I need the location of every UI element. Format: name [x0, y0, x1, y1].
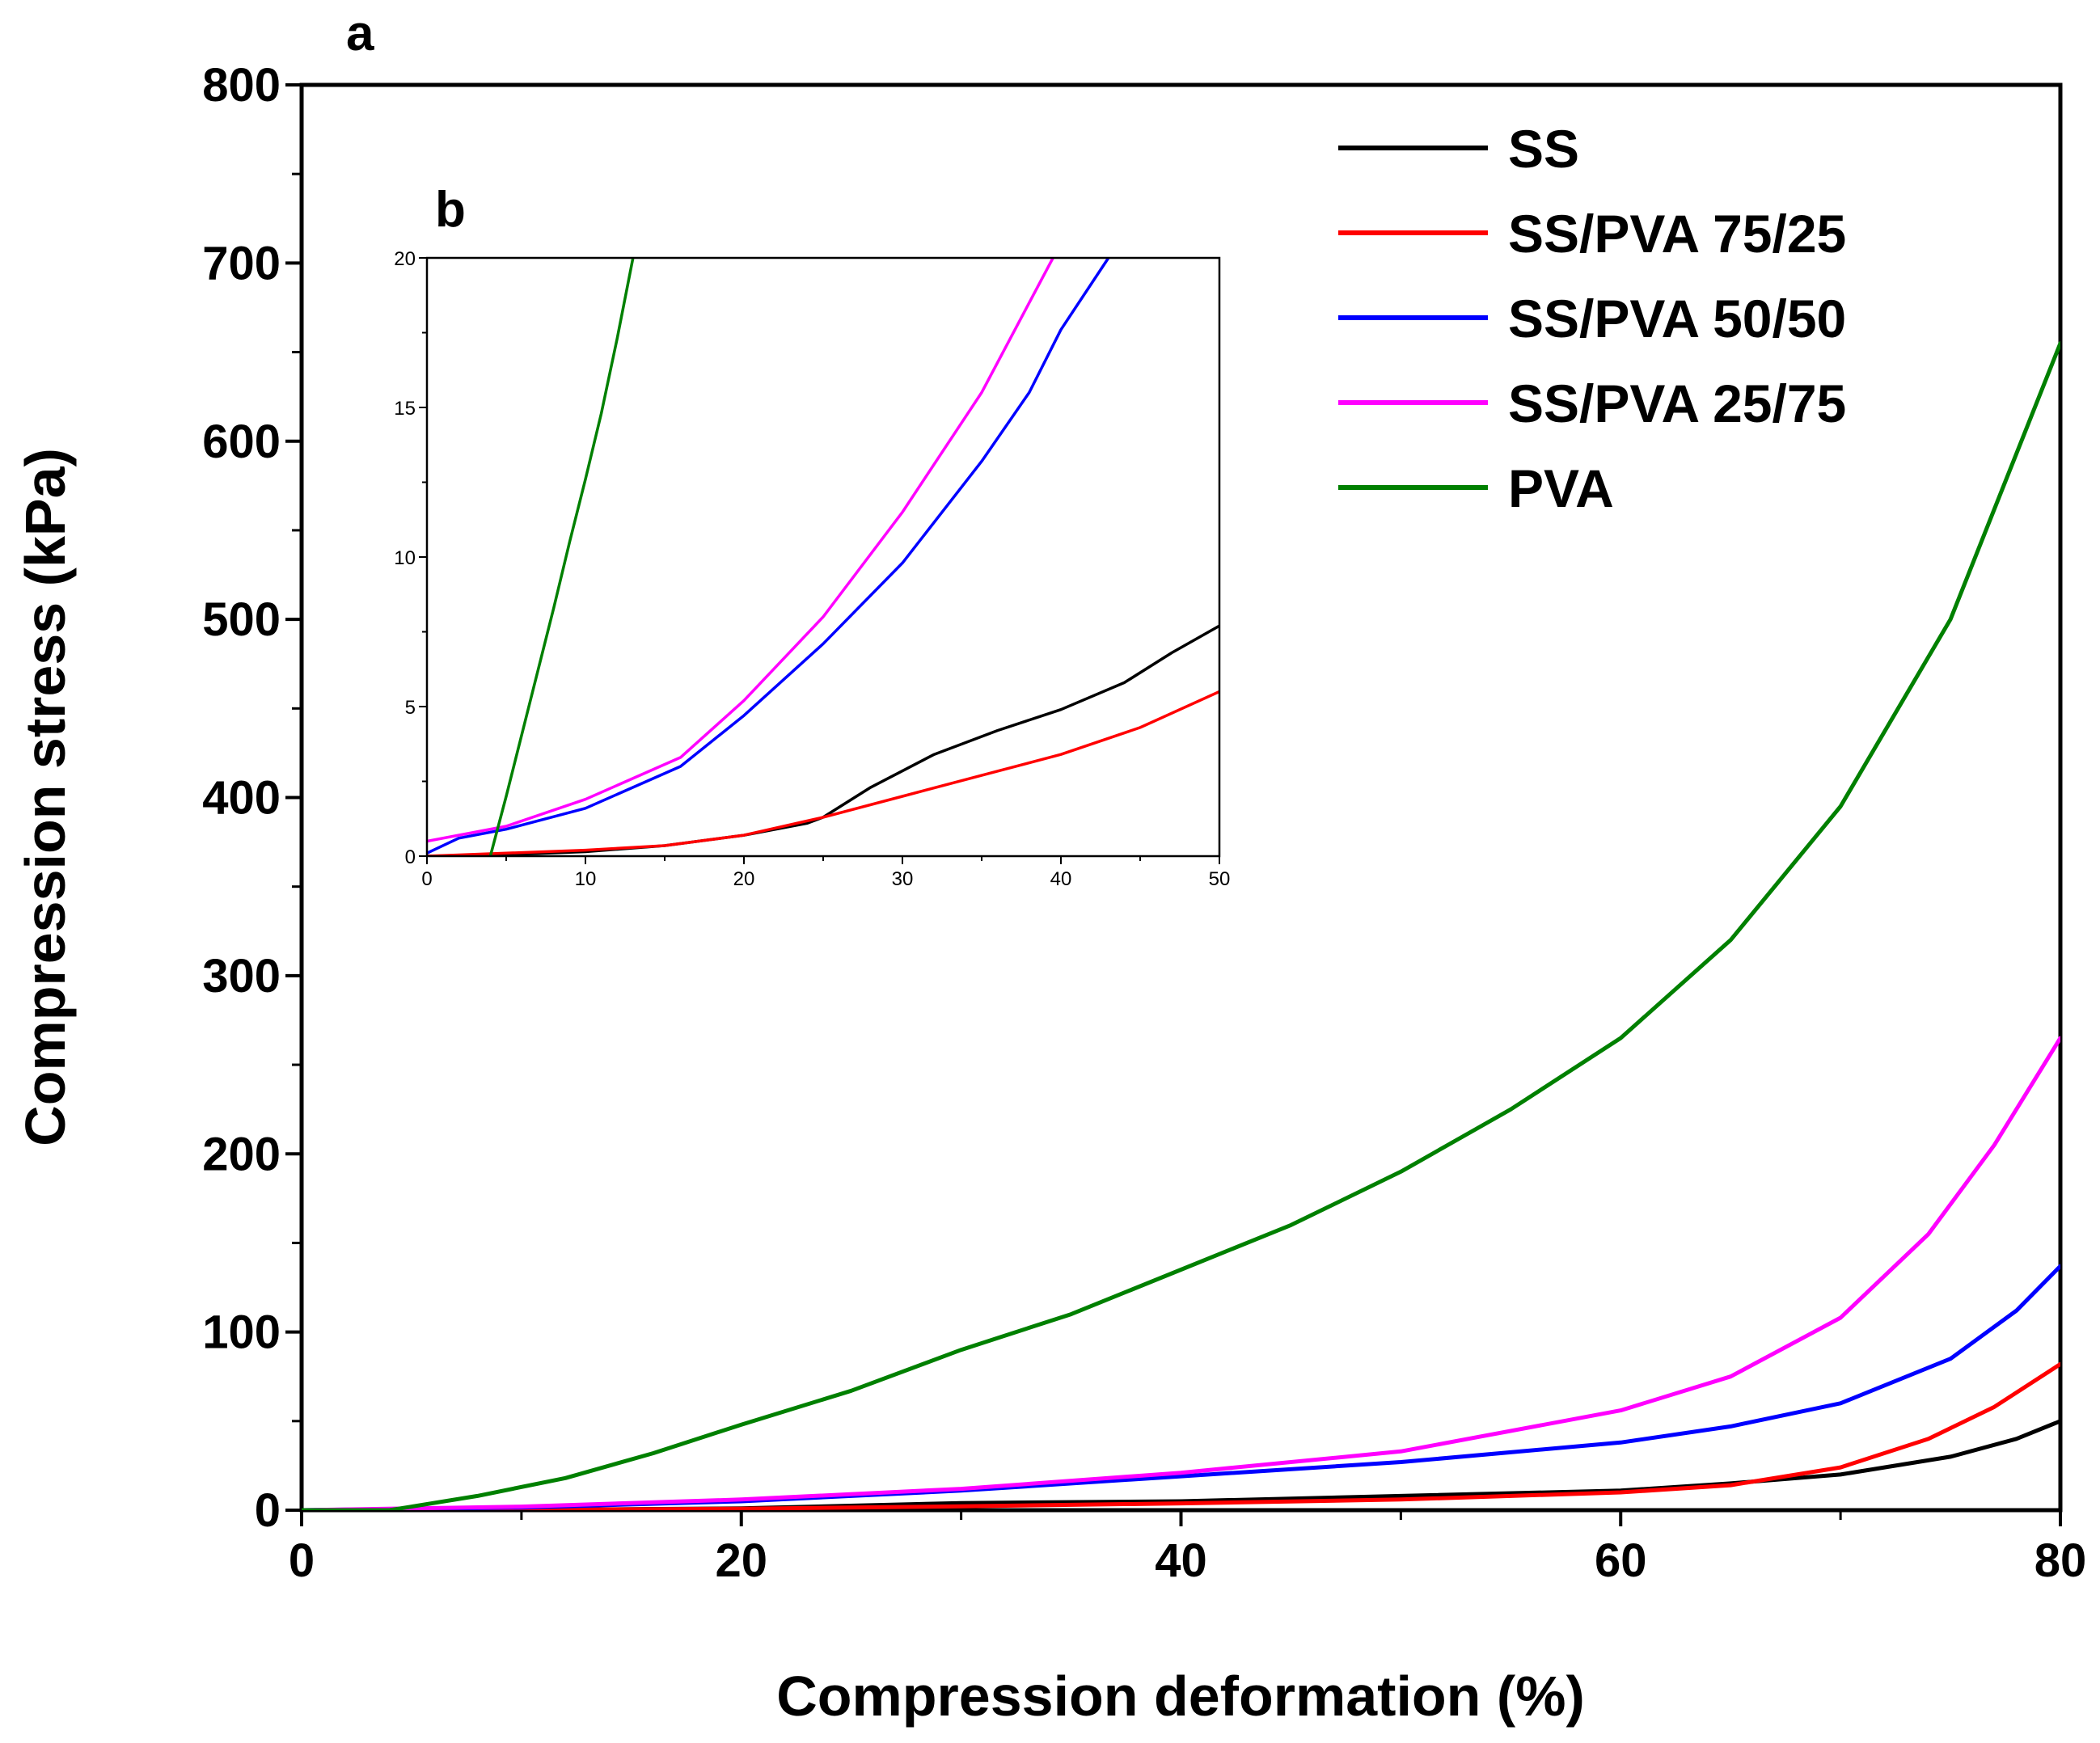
inset-x-tick-label: 50 — [1209, 868, 1231, 890]
main-x-tick-label: 0 — [289, 1534, 315, 1587]
legend-label-3: SS/PVA 25/75 — [1508, 374, 1846, 433]
legend-label-0: SS — [1508, 119, 1579, 179]
legend-label-1: SS/PVA 75/25 — [1508, 204, 1846, 264]
inset-x-tick-label: 30 — [892, 868, 914, 890]
main-series-group — [302, 341, 2060, 1510]
main-x-tick-label: 60 — [1595, 1534, 1647, 1587]
main-x-tick-label: 40 — [1155, 1534, 1207, 1587]
inset-series-group — [427, 258, 1219, 856]
main-y-axis-title: Compression stress (kPa) — [14, 448, 77, 1146]
main-y-tick-label: 400 — [202, 772, 281, 825]
panel-b-label: b — [435, 182, 466, 238]
main-y-tick-label: 700 — [202, 237, 281, 289]
main-y-tick-label: 200 — [202, 1128, 281, 1180]
main-series-line-4 — [302, 341, 2060, 1510]
legend: SS SS/PVA 75/25 SS/PVA 50/50 SS/PVA 25/75 PV… — [1338, 119, 1846, 518]
main-y-tick-label: 100 — [202, 1306, 281, 1359]
inset-x-tick-label: 20 — [733, 868, 755, 890]
inset-background — [427, 258, 1219, 856]
inset-ticks-group: 0 10 20 30 40 50 0 5 10 15 20 — [394, 248, 1230, 890]
inset-plot: b 0 10 20 30 40 50 0 5 10 15 20 — [394, 182, 1230, 890]
main-y-tick-label: 800 — [202, 59, 281, 112]
inset-series-line-4 — [488, 258, 635, 856]
inset-y-tick-label: 0 — [405, 846, 416, 868]
main-y-tick-label: 300 — [202, 950, 281, 1002]
main-x-tick-label: 20 — [715, 1534, 767, 1587]
legend-label-4: PVA — [1508, 458, 1614, 518]
main-y-tick-label: 600 — [202, 416, 281, 468]
main-y-tick-label: 500 — [202, 593, 281, 646]
inset-x-tick-label: 10 — [575, 868, 597, 890]
main-x-axis-title: Compression deformation (%) — [776, 1665, 1585, 1728]
panel-a-label: a — [346, 6, 374, 61]
legend-label-2: SS/PVA 50/50 — [1508, 289, 1846, 348]
inset-y-tick-label: 10 — [394, 547, 416, 569]
main-series-line-1 — [302, 1361, 2060, 1510]
main-series-line-3 — [302, 1036, 2060, 1510]
inset-y-tick-label: 20 — [394, 248, 416, 270]
inset-x-tick-label: 0 — [421, 868, 432, 890]
inset-series-line-1 — [427, 690, 1219, 856]
inset-y-tick-label: 15 — [394, 398, 416, 420]
inset-series-line-3 — [427, 258, 1054, 843]
main-series-line-0 — [302, 1419, 2060, 1510]
main-y-tick-label: 0 — [255, 1484, 281, 1537]
main-x-tick-label: 80 — [2035, 1534, 2087, 1587]
inset-x-tick-label: 40 — [1050, 868, 1072, 890]
inset-y-tick-label: 5 — [405, 697, 416, 719]
